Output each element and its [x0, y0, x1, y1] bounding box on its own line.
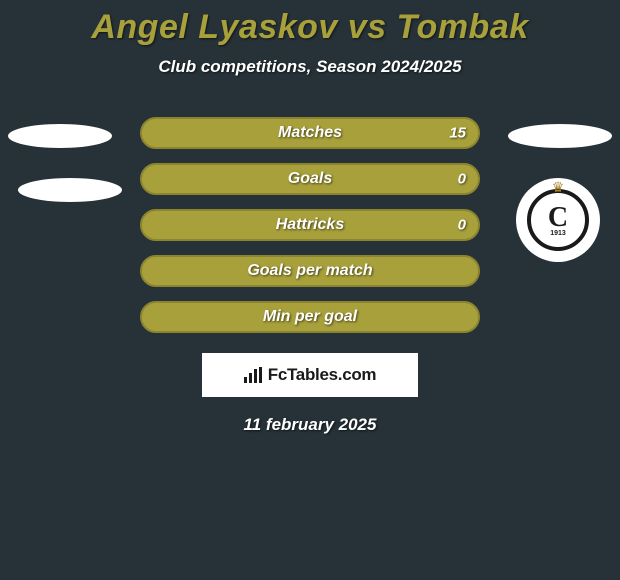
stat-bar: Min per goal: [140, 301, 480, 333]
snapshot-date: 11 february 2025: [0, 415, 620, 435]
stat-bar-label: Min per goal: [263, 308, 357, 326]
left-team-placeholder-1: [8, 124, 112, 148]
stat-bar-label: Hattricks: [276, 216, 344, 234]
stat-bar-label: Goals per match: [247, 262, 372, 280]
crest-year: 1913: [550, 230, 566, 237]
stat-bar-value-right: 0: [458, 217, 466, 234]
fctables-logo: FcTables.com: [202, 353, 418, 397]
stat-bar: Matches 15: [140, 117, 480, 149]
stat-bar-label: Goals: [288, 170, 332, 188]
logo-text: FcTables.com: [268, 365, 377, 385]
bar-chart-icon: [244, 367, 262, 383]
right-team-placeholder: [508, 124, 612, 148]
comparison-subtitle: Club competitions, Season 2024/2025: [0, 57, 620, 77]
stat-bar: Hattricks 0: [140, 209, 480, 241]
stat-bar-label: Matches: [278, 124, 342, 142]
crown-icon: ♛: [552, 179, 565, 196]
stat-bar: Goals per match: [140, 255, 480, 287]
right-team-crest: ♛ C 1913: [527, 189, 589, 251]
stat-bar: Goals 0: [140, 163, 480, 195]
right-team-badge: ♛ C 1913: [516, 178, 600, 262]
crest-letter: C: [548, 204, 568, 232]
left-team-placeholder-2: [18, 178, 122, 202]
stat-bar-value-right: 0: [458, 171, 466, 188]
stat-bar-value-right: 15: [449, 125, 466, 142]
comparison-title: Angel Lyaskov vs Tombak: [0, 0, 620, 47]
stat-bars: Matches 15 Goals 0 Hattricks 0 Goals per match…: [140, 117, 480, 333]
